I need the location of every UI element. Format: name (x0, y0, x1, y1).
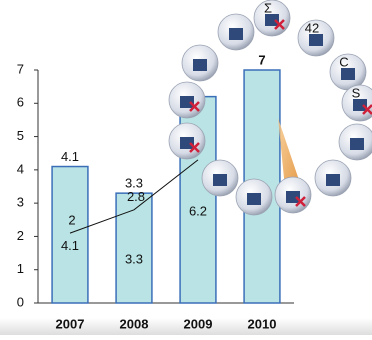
button-icon (286, 191, 300, 203)
menu-button[interactable] (235, 178, 273, 216)
button-cross (189, 101, 200, 112)
button-icon (180, 137, 194, 149)
button-cross (295, 196, 306, 207)
shadow (0, 318, 372, 335)
button-icon (341, 68, 355, 80)
y-tick-label: 2 (17, 228, 24, 243)
menu-button[interactable] (329, 53, 367, 91)
x-tick-label: 2008 (120, 316, 149, 331)
menu-button[interactable] (341, 84, 372, 122)
pointer-beam (278, 118, 300, 188)
menu-icon-label[interactable]: 42 (305, 20, 319, 35)
bar-inner-label: 6.2 (189, 203, 207, 218)
button-icon (265, 14, 279, 26)
button-cross (274, 19, 285, 30)
bar (115, 192, 153, 304)
button-icon (213, 174, 227, 186)
button-cross (362, 104, 372, 115)
menu-icon-label[interactable]: C (339, 54, 348, 69)
menu-button[interactable] (314, 159, 352, 197)
radial-menu[interactable]: Σ 42 C S (168, 0, 372, 216)
x-tick-label: 2010 (248, 316, 277, 331)
y-tick-label: 7 (17, 61, 24, 76)
y-tick-label: 0 (17, 294, 24, 309)
menu-button[interactable] (168, 81, 206, 119)
bar-inner-label: 3.3 (125, 252, 143, 267)
line-label: 2.8 (127, 189, 145, 204)
x-tick-label: 2007 (56, 316, 85, 331)
menu-button[interactable] (274, 176, 312, 214)
menu-button[interactable] (338, 123, 372, 161)
button-icon (326, 174, 340, 186)
line-label: 2 (68, 213, 75, 228)
menu-button[interactable] (201, 159, 239, 197)
plot: 0 1 2 3 4 5 6 7 2007 2008 2009 2010 4.1 4.1 3.3 3.3 6.2 7… (17, 52, 294, 331)
bar (51, 165, 89, 304)
y-tick-label: 3 (17, 195, 24, 210)
button-icon (353, 99, 367, 111)
button-icon (180, 96, 194, 108)
menu-icon-label[interactable]: S (352, 85, 361, 100)
button-icon (193, 59, 207, 71)
y-tick-label: 4 (17, 161, 24, 176)
x-tick-label: 2009 (184, 316, 213, 331)
menu-button[interactable] (253, 0, 291, 37)
bar-label: 7 (258, 52, 265, 67)
y-tick-label: 6 (17, 95, 24, 110)
button-icon (309, 34, 323, 46)
menu-button[interactable] (181, 44, 219, 82)
menu-button[interactable] (297, 19, 335, 57)
bar-inner-label: 4.1 (61, 238, 79, 253)
button-icon (350, 138, 364, 150)
menu-icon-label[interactable]: Σ (264, 0, 272, 15)
menu-button[interactable] (217, 13, 255, 51)
button-icon (247, 193, 261, 205)
bar-label: 4.1 (61, 149, 79, 164)
y-tick-label: 5 (17, 128, 24, 143)
menu-button[interactable] (168, 122, 206, 160)
button-cross (189, 142, 200, 153)
button-icon (229, 28, 243, 40)
bar-label: 3.3 (125, 176, 143, 191)
line (69, 159, 199, 234)
y-tick-label: 1 (17, 261, 24, 276)
